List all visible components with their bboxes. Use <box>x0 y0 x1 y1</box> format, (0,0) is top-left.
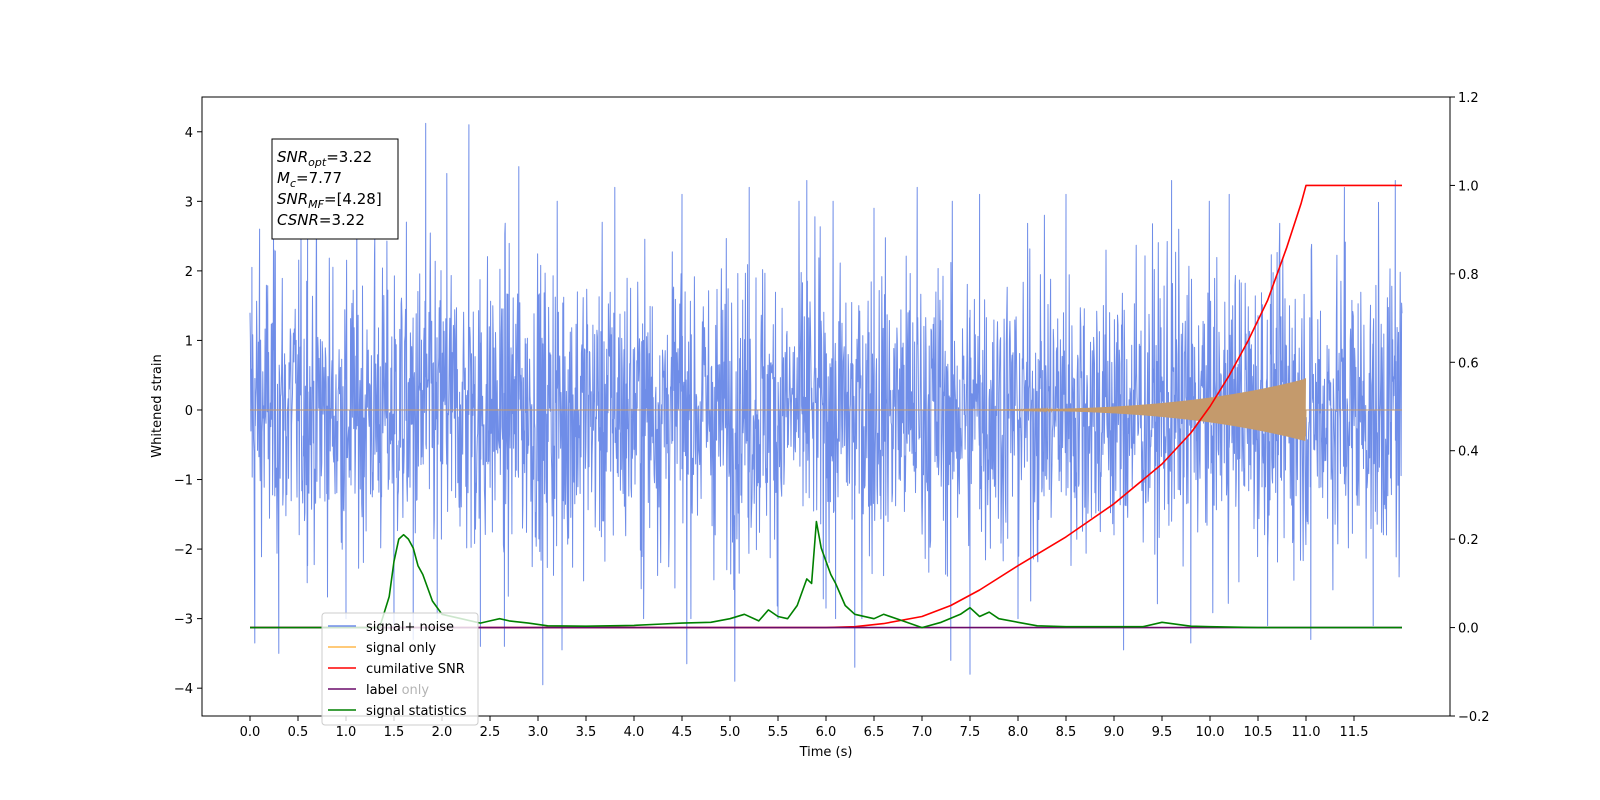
x-tick-label: 8.0 <box>1008 725 1029 740</box>
y2-tick-label: 0.4 <box>1458 445 1479 460</box>
y-tick-label: 1 <box>185 334 193 349</box>
x-tick-label: 11.0 <box>1292 725 1321 740</box>
x-tick-label: 10.0 <box>1196 725 1225 740</box>
annotation-line: CSNR=3.22 <box>277 211 365 229</box>
x-tick-label: 8.5 <box>1056 725 1077 740</box>
x-tick-label: 4.5 <box>672 725 693 740</box>
x-tick-label: 0.0 <box>240 725 261 740</box>
x-tick-label: 2.5 <box>480 725 501 740</box>
annotation-frame <box>271 138 399 240</box>
y-tick-label: −4 <box>174 682 193 697</box>
legend-label: cumilative SNR <box>366 662 465 677</box>
x-tick-label: 6.5 <box>864 725 885 740</box>
x-tick-label: 1.0 <box>336 725 357 740</box>
y2-tick-label: 1.2 <box>1458 91 1479 106</box>
y2-tick-label: 0.8 <box>1458 268 1479 283</box>
x-tick-label: 2.0 <box>432 725 453 740</box>
x-tick-label: 5.5 <box>768 725 789 740</box>
y2-tick-label: 0.0 <box>1458 622 1479 637</box>
annotation-line: Mc=7.77 <box>277 169 342 190</box>
y2-tick-label: 1.0 <box>1458 179 1479 194</box>
x-tick-label: 3.0 <box>528 725 549 740</box>
legend-label: signal+ noise <box>366 620 454 635</box>
series-signal-statistics <box>250 520 1402 629</box>
legend-label: signal statistics <box>366 704 467 719</box>
series-signal-noise <box>249 122 1403 686</box>
y2-tick-label: 0.6 <box>1458 356 1479 371</box>
y-tick-label: −3 <box>174 613 193 628</box>
annotation-line: SNRMF=[4.28] <box>277 190 382 211</box>
series-cumilative-snr <box>250 184 1402 629</box>
y-tick-label: −2 <box>174 543 193 558</box>
legend-label: label <box>366 683 397 698</box>
y-axis-title: Whitened strain <box>150 354 165 457</box>
y2-tick-label: 0.2 <box>1458 533 1479 548</box>
annotation-line: SNRopt=3.22 <box>277 148 372 169</box>
x-tick-label: 11.5 <box>1340 725 1369 740</box>
y-tick-label: 0 <box>185 404 193 419</box>
y-tick-label: −1 <box>174 474 193 489</box>
x-tick-label: 3.5 <box>576 725 597 740</box>
x-tick-label: 5.0 <box>720 725 741 740</box>
x-tick-label: 7.5 <box>960 725 981 740</box>
y-tick-label: 3 <box>185 195 193 210</box>
y-tick-label: 4 <box>185 126 193 141</box>
y2-tick-label: −0.2 <box>1458 710 1490 725</box>
legend-label-hidden: label only <box>366 683 429 698</box>
x-tick-label: 6.0 <box>816 725 837 740</box>
x-tick-label: 9.5 <box>1152 725 1173 740</box>
series-signal-only <box>250 378 1402 442</box>
x-tick-label: 0.5 <box>288 725 309 740</box>
x-axis-title: Time (s) <box>799 745 853 760</box>
x-tick-label: 4.0 <box>624 725 645 740</box>
x-tick-label: 1.5 <box>384 725 405 740</box>
x-tick-label: 9.0 <box>1104 725 1125 740</box>
legend-label: signal only <box>366 641 436 656</box>
legend-frame <box>321 612 479 726</box>
y-tick-label: 2 <box>185 265 193 280</box>
x-tick-label: 10.5 <box>1244 725 1273 740</box>
legend: label only signal+ noise signal only cumila… <box>321 612 479 726</box>
x-tick-label: 7.0 <box>912 725 933 740</box>
